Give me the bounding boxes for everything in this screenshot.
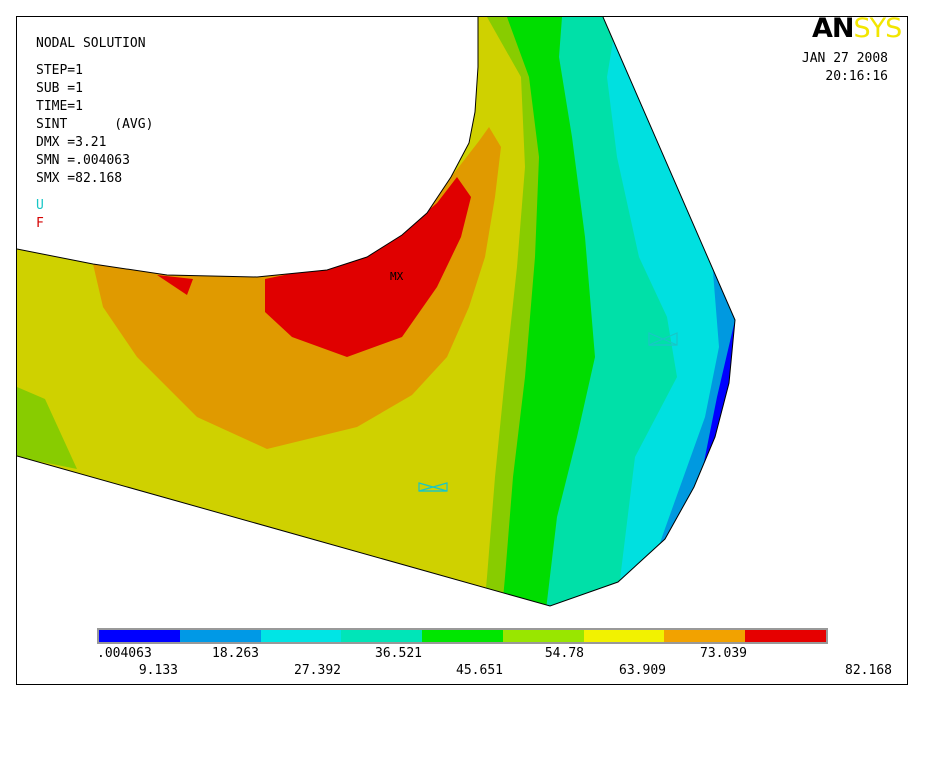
- legend-label-bottom: 27.392: [294, 663, 341, 678]
- legend-color-6: [583, 630, 665, 642]
- item-info: SINT (AVG): [36, 117, 154, 132]
- legend-label-top: .004063: [97, 646, 152, 661]
- legend-label-top: 18.263: [212, 646, 259, 661]
- legend-color-5: [502, 630, 584, 642]
- constraint-symbol-right: [648, 332, 678, 346]
- plot-frame: [16, 16, 908, 685]
- max-marker: MX: [390, 270, 404, 283]
- date-text: JAN 27 2008: [801, 51, 888, 66]
- symbol-f-label: F: [36, 216, 44, 231]
- timestamp: JAN 27 2008 20:16:16: [802, 50, 888, 86]
- constraint-symbol-bottom: [418, 482, 448, 492]
- legend-color-1: [179, 630, 261, 642]
- region-73: [265, 177, 471, 357]
- legend-color-8: [745, 630, 827, 642]
- legend-label-bottom: 63.909: [619, 663, 666, 678]
- plot-title: NODAL SOLUTION: [36, 36, 146, 51]
- smx-info: SMX =82.168: [36, 171, 123, 186]
- step-info: STEP=1: [36, 63, 83, 78]
- legend-color-2: [260, 630, 342, 642]
- legend-label-bottom: 45.651: [456, 663, 503, 678]
- legend-color-7: [664, 630, 746, 642]
- contour-legend-bar: [97, 628, 828, 644]
- smn-info: SMN =.004063: [36, 153, 130, 168]
- time-text: 20:16:16: [825, 69, 888, 84]
- legend-label-bottom: 9.133: [138, 663, 178, 678]
- legend-label-top: 73.039: [700, 646, 747, 661]
- legend-color-3: [341, 630, 423, 642]
- legend-color-4: [422, 630, 503, 642]
- legend-label-top: 54.78: [544, 646, 584, 661]
- symbol-u-label: U: [36, 198, 44, 213]
- time-info: TIME=1: [36, 99, 83, 114]
- legend-label-bottom: 82.168: [845, 663, 892, 678]
- legend-color-0: [99, 630, 180, 642]
- ansys-logo: ANSYS: [812, 13, 902, 44]
- dmx-info: DMX =3.21: [36, 135, 107, 150]
- legend-label-top: 36.521: [375, 646, 422, 661]
- sub-info: SUB =1: [36, 81, 83, 96]
- stress-contour-plot: [17, 17, 736, 607]
